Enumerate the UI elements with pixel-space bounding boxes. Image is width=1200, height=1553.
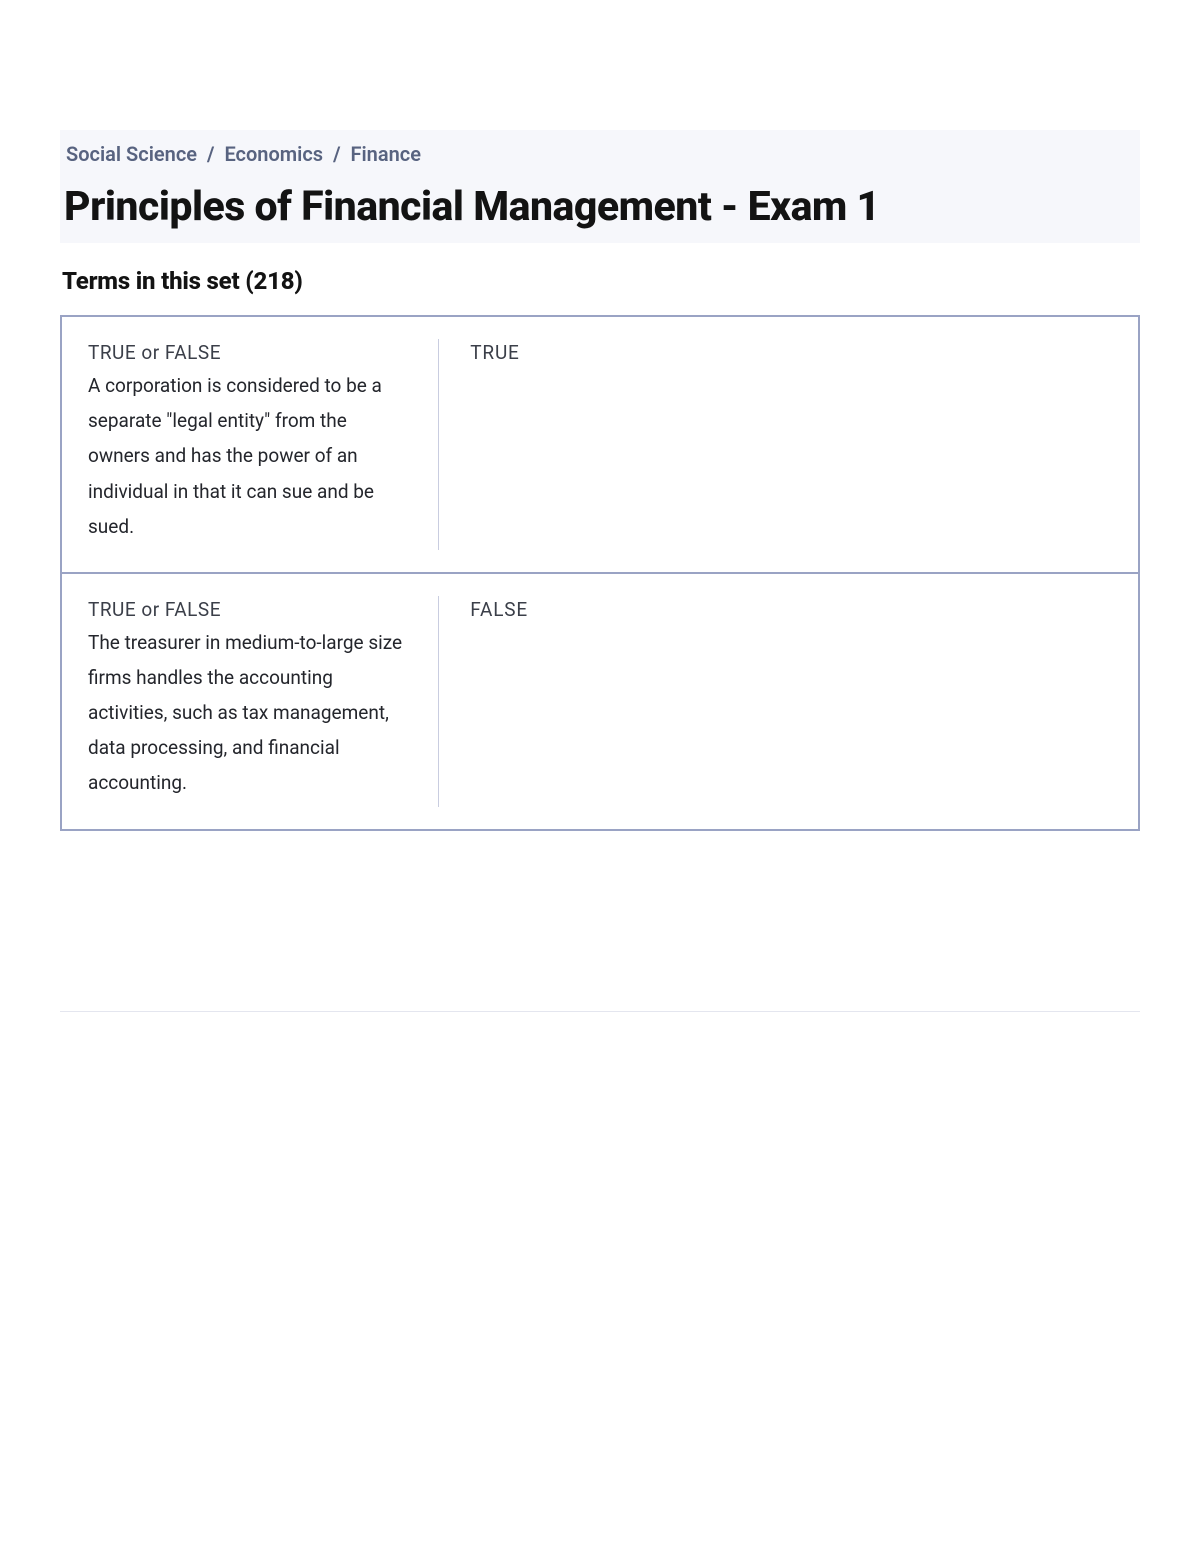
- breadcrumb-separator: /: [207, 142, 214, 166]
- section-count: 218: [253, 267, 294, 295]
- cell-divider: [438, 596, 439, 807]
- tf-label: TRUE or FALSE: [88, 598, 412, 621]
- page-title: Principles of Financial Management - Exa…: [64, 184, 1136, 231]
- header-block: Social Science / Economics / Finance Pri…: [60, 130, 1140, 243]
- breadcrumb-link-social-science[interactable]: Social Science: [66, 142, 197, 166]
- term-table: TRUE or FALSE A corporation is considere…: [60, 315, 1140, 830]
- breadcrumb-link-economics[interactable]: Economics: [224, 142, 323, 166]
- question-cell: TRUE or FALSE The treasurer in medium-to…: [61, 573, 438, 830]
- page-container: Social Science / Economics / Finance Pri…: [0, 0, 1200, 1072]
- answer-cell: FALSE: [438, 573, 1139, 830]
- answer-text: TRUE: [470, 341, 1112, 364]
- bottom-divider: [60, 1011, 1140, 1012]
- tf-label: TRUE or FALSE: [88, 341, 412, 364]
- breadcrumb: Social Science / Economics / Finance: [64, 142, 1136, 166]
- table-row: TRUE or FALSE A corporation is considere…: [61, 316, 1139, 573]
- question-text: A corporation is considered to be a sepa…: [88, 368, 412, 544]
- table-row: TRUE or FALSE The treasurer in medium-to…: [61, 573, 1139, 830]
- question-cell: TRUE or FALSE A corporation is considere…: [61, 316, 438, 573]
- answer-text: FALSE: [470, 598, 1112, 621]
- section-suffix: ): [294, 267, 302, 295]
- section-label: Terms in this set (218): [62, 267, 1140, 295]
- question-text: The treasurer in medium-to-large size fi…: [88, 625, 412, 801]
- breadcrumb-separator: /: [333, 142, 340, 166]
- section-prefix: Terms in this set (: [62, 267, 253, 295]
- answer-cell: TRUE: [438, 316, 1139, 573]
- breadcrumb-link-finance[interactable]: Finance: [350, 142, 420, 166]
- cell-divider: [438, 339, 439, 550]
